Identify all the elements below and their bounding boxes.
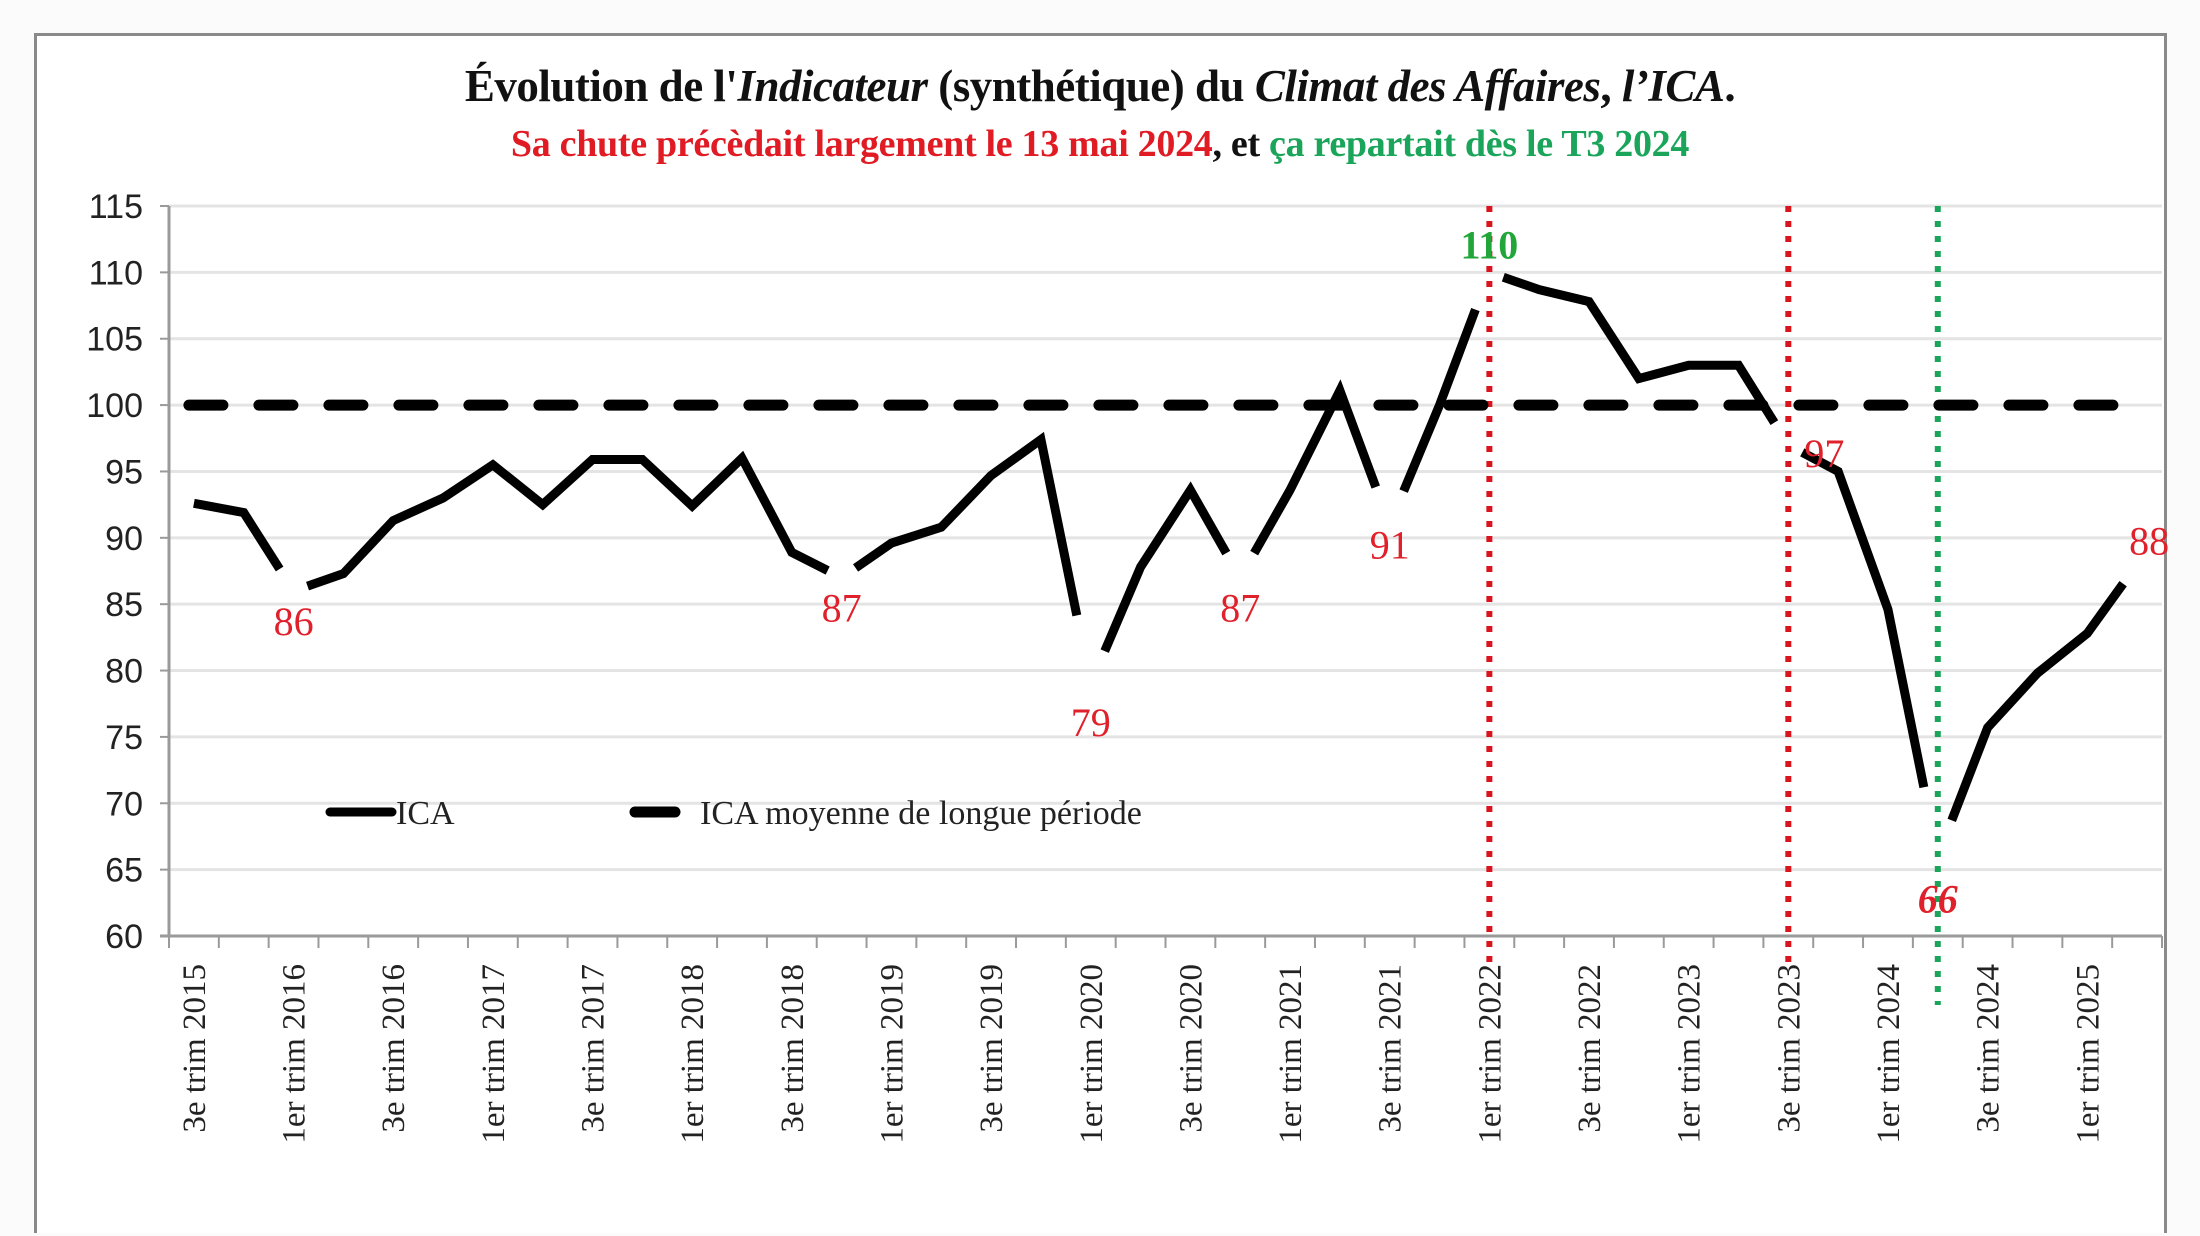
subtitle-green-text: ça repartait dès le T3 2024 (1269, 123, 1690, 165)
series-ica-line-segment (1250, 379, 1380, 556)
series-ica-line-segment (1100, 481, 1231, 653)
x-tick-label: 1er trim 2017 (476, 964, 512, 1144)
legend-label-ica-moyenne: ICA moyenne de longue période (700, 795, 1142, 832)
x-tick-label: 1er trim 2016 (277, 964, 313, 1144)
title-text: (synthétique) du (927, 61, 1255, 111)
data-label-110: 110 (1460, 222, 1518, 267)
series-ica-line-segment (1947, 581, 2127, 822)
chart-frame (34, 33, 2167, 1233)
title-italic-climat: Climat des Affaires (1254, 61, 1601, 111)
y-tick-label-95: 95 (105, 453, 143, 491)
x-tick-label: 1er trim 2020 (1074, 964, 1110, 1144)
x-tick-label: 1er trim 2019 (874, 964, 910, 1144)
x-tick-label: 3e trim 2015 (177, 964, 213, 1133)
x-tick-label: 1er trim 2022 (1472, 964, 1508, 1144)
x-tick-label: 3e trim 2021 (1373, 964, 1409, 1133)
series-ica-line-segment (853, 431, 1082, 617)
x-tick-label: 1er trim 2018 (675, 964, 711, 1144)
series-ica-line-segment (306, 450, 830, 591)
data-label-87: 87 (822, 586, 862, 631)
data-label-86: 86 (274, 599, 314, 644)
y-tick-label-110: 110 (89, 254, 143, 292)
data-label-88: 88 (2129, 518, 2169, 563)
subtitle-black-text: , et (1212, 123, 1270, 165)
y-tick-label-115: 115 (89, 188, 143, 226)
title-text: Évolution de l' (464, 61, 738, 111)
y-tick-label-60: 60 (105, 918, 143, 956)
x-axis: 3e trim 2015 1er trim 2016 3e trim 2016 1er… (160, 934, 2163, 1144)
x-tick-label: 3e trim 2018 (775, 964, 811, 1133)
y-tick-label-90: 90 (105, 520, 143, 558)
data-label-87: 87 (1220, 586, 1260, 631)
series-ica-line-segment (193, 498, 284, 572)
title-text: , (1600, 61, 1622, 111)
y-tick-label-70: 70 (105, 785, 143, 823)
x-tick-label: 1er trim 2021 (1273, 964, 1309, 1144)
y-tick-label-65: 65 (105, 852, 143, 890)
y-tick-label-100: 100 (86, 387, 143, 425)
x-tick-label: 3e trim 2017 (576, 964, 612, 1133)
x-tick-label: 3e trim 2024 (1971, 964, 2007, 1133)
x-tick-label: 1er trim 2024 (1871, 964, 1907, 1144)
y-tick-label-80: 80 (105, 653, 143, 691)
x-tick-label: 1er trim 2023 (1672, 964, 1708, 1144)
data-label-91: 91 (1370, 523, 1410, 568)
legend-label-ica: ICA (396, 795, 455, 832)
title-italic-ica: l’ICA (1621, 61, 1725, 111)
subtitle-red-text: Sa chute précèdait largement le 13 mai 2… (510, 123, 1213, 165)
chart-title: Évolution de l'Indicateur (synthétique) … (0, 60, 2200, 112)
data-label-79: 79 (1071, 700, 1111, 745)
x-tick-label: 3e trim 2016 (376, 964, 412, 1133)
y-axis: 60 65 70 75 80 85 90 95 100 105 110 115 (86, 188, 171, 956)
y-tick-label-85: 85 (105, 586, 143, 624)
x-tick-label: 1er trim 2025 (2070, 964, 2106, 1144)
series-group (183, 272, 2148, 822)
series-ica-line-segment (1399, 307, 1480, 493)
title-italic-indicateur: Indicateur (737, 61, 928, 111)
x-tick-label: 3e trim 2022 (1572, 964, 1608, 1133)
x-tick-label: 3e trim 2019 (974, 964, 1010, 1133)
x-tick-label: 3e trim 2020 (1173, 964, 1209, 1133)
data-label-66: 66 (1918, 876, 1958, 921)
x-tick-label: 3e trim 2023 (1771, 964, 1807, 1133)
series-ica-line-segment (1501, 272, 1779, 425)
y-tick-label-105: 105 (86, 321, 143, 359)
series-ica-line-segment (1800, 448, 1929, 789)
y-tick-label-75: 75 (105, 719, 143, 757)
vertical-markers (1486, 206, 1941, 1005)
data-label-97: 97 (1804, 431, 1844, 476)
legend: ICA ICA moyenne de longue période (325, 795, 1142, 832)
title-text: . (1724, 61, 1736, 111)
chart-subtitle: Sa chute précèdait largement le 13 mai 2… (0, 122, 2200, 166)
data-labels: 86 87 79 87 91 110 97 66 88 (274, 222, 2170, 921)
